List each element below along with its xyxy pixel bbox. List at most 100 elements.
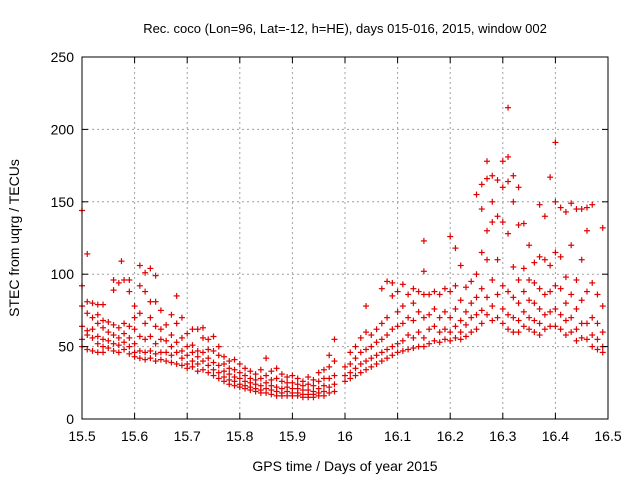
data-point bbox=[320, 392, 327, 399]
x-tick-label: 16.5 bbox=[594, 428, 621, 444]
data-point bbox=[289, 379, 296, 386]
data-point bbox=[373, 360, 380, 367]
data-point bbox=[263, 389, 270, 396]
data-point bbox=[394, 340, 401, 347]
data-point bbox=[384, 332, 391, 339]
data-point bbox=[462, 308, 469, 315]
data-point bbox=[384, 355, 391, 362]
data-point bbox=[510, 198, 517, 205]
data-point bbox=[363, 358, 370, 365]
data-point bbox=[247, 368, 254, 375]
data-point bbox=[452, 305, 459, 312]
data-point bbox=[126, 288, 133, 295]
data-point bbox=[557, 311, 564, 318]
data-point bbox=[105, 318, 112, 325]
data-point bbox=[394, 288, 401, 295]
x-tick-label: 16.1 bbox=[384, 428, 411, 444]
data-point bbox=[226, 358, 233, 365]
data-point bbox=[357, 349, 364, 356]
data-point bbox=[505, 288, 512, 295]
data-point bbox=[347, 369, 354, 376]
data-point bbox=[326, 352, 333, 359]
data-point bbox=[142, 356, 149, 363]
data-point bbox=[173, 320, 180, 327]
data-point bbox=[331, 372, 338, 379]
data-point bbox=[478, 320, 485, 327]
data-point bbox=[199, 366, 206, 373]
data-point bbox=[510, 294, 517, 301]
data-point bbox=[373, 352, 380, 359]
data-point bbox=[168, 343, 175, 350]
data-point bbox=[410, 300, 417, 307]
data-point bbox=[415, 288, 422, 295]
data-point bbox=[94, 301, 101, 308]
data-point bbox=[94, 311, 101, 318]
data-point bbox=[110, 276, 117, 283]
data-point bbox=[405, 346, 412, 353]
data-point bbox=[163, 321, 170, 328]
data-point bbox=[589, 279, 596, 286]
data-point bbox=[489, 198, 496, 205]
data-point bbox=[478, 249, 485, 256]
data-point bbox=[436, 339, 443, 346]
data-point bbox=[163, 358, 170, 365]
data-point bbox=[568, 314, 575, 321]
data-point bbox=[552, 249, 559, 256]
data-point bbox=[89, 314, 96, 321]
data-point bbox=[478, 285, 485, 292]
data-point bbox=[110, 321, 117, 328]
data-point bbox=[431, 288, 438, 295]
data-point bbox=[599, 224, 606, 231]
data-point bbox=[163, 349, 170, 356]
data-point bbox=[242, 385, 249, 392]
data-point bbox=[352, 343, 359, 350]
data-point bbox=[578, 297, 585, 304]
data-point bbox=[536, 201, 543, 208]
data-point bbox=[257, 375, 264, 382]
data-point bbox=[347, 349, 354, 356]
data-point bbox=[115, 342, 122, 349]
data-point bbox=[84, 310, 91, 317]
data-point bbox=[378, 349, 385, 356]
data-point bbox=[189, 363, 196, 370]
data-point bbox=[578, 320, 585, 327]
data-point bbox=[583, 204, 590, 211]
y-tick-label: 50 bbox=[58, 339, 74, 355]
data-point bbox=[478, 307, 485, 314]
data-point bbox=[568, 329, 575, 336]
data-point bbox=[299, 394, 306, 401]
data-point bbox=[484, 256, 491, 263]
x-tick-label: 16.4 bbox=[542, 428, 569, 444]
data-point bbox=[420, 343, 427, 350]
data-point bbox=[589, 332, 596, 339]
data-point bbox=[526, 242, 533, 249]
data-point bbox=[184, 352, 191, 359]
data-point bbox=[363, 366, 370, 373]
data-point bbox=[410, 317, 417, 324]
data-point bbox=[568, 200, 575, 207]
data-point bbox=[173, 360, 180, 367]
data-point bbox=[331, 336, 338, 343]
data-point bbox=[547, 308, 554, 315]
data-point bbox=[552, 323, 559, 330]
data-point bbox=[115, 334, 122, 341]
data-point bbox=[452, 334, 459, 341]
data-point bbox=[142, 349, 149, 356]
data-point bbox=[426, 326, 433, 333]
data-point bbox=[205, 355, 212, 362]
data-point bbox=[199, 334, 206, 341]
data-point bbox=[426, 291, 433, 298]
data-point bbox=[126, 276, 133, 283]
x-tick-label: 16.3 bbox=[489, 428, 516, 444]
data-point bbox=[394, 308, 401, 315]
data-point bbox=[436, 314, 443, 321]
data-point bbox=[231, 382, 238, 389]
data-point bbox=[447, 233, 454, 240]
data-point bbox=[378, 336, 385, 343]
data-point bbox=[441, 336, 448, 343]
data-point bbox=[557, 253, 564, 260]
data-point bbox=[173, 339, 180, 346]
data-point bbox=[320, 366, 327, 373]
data-point bbox=[552, 282, 559, 289]
data-point bbox=[505, 230, 512, 237]
